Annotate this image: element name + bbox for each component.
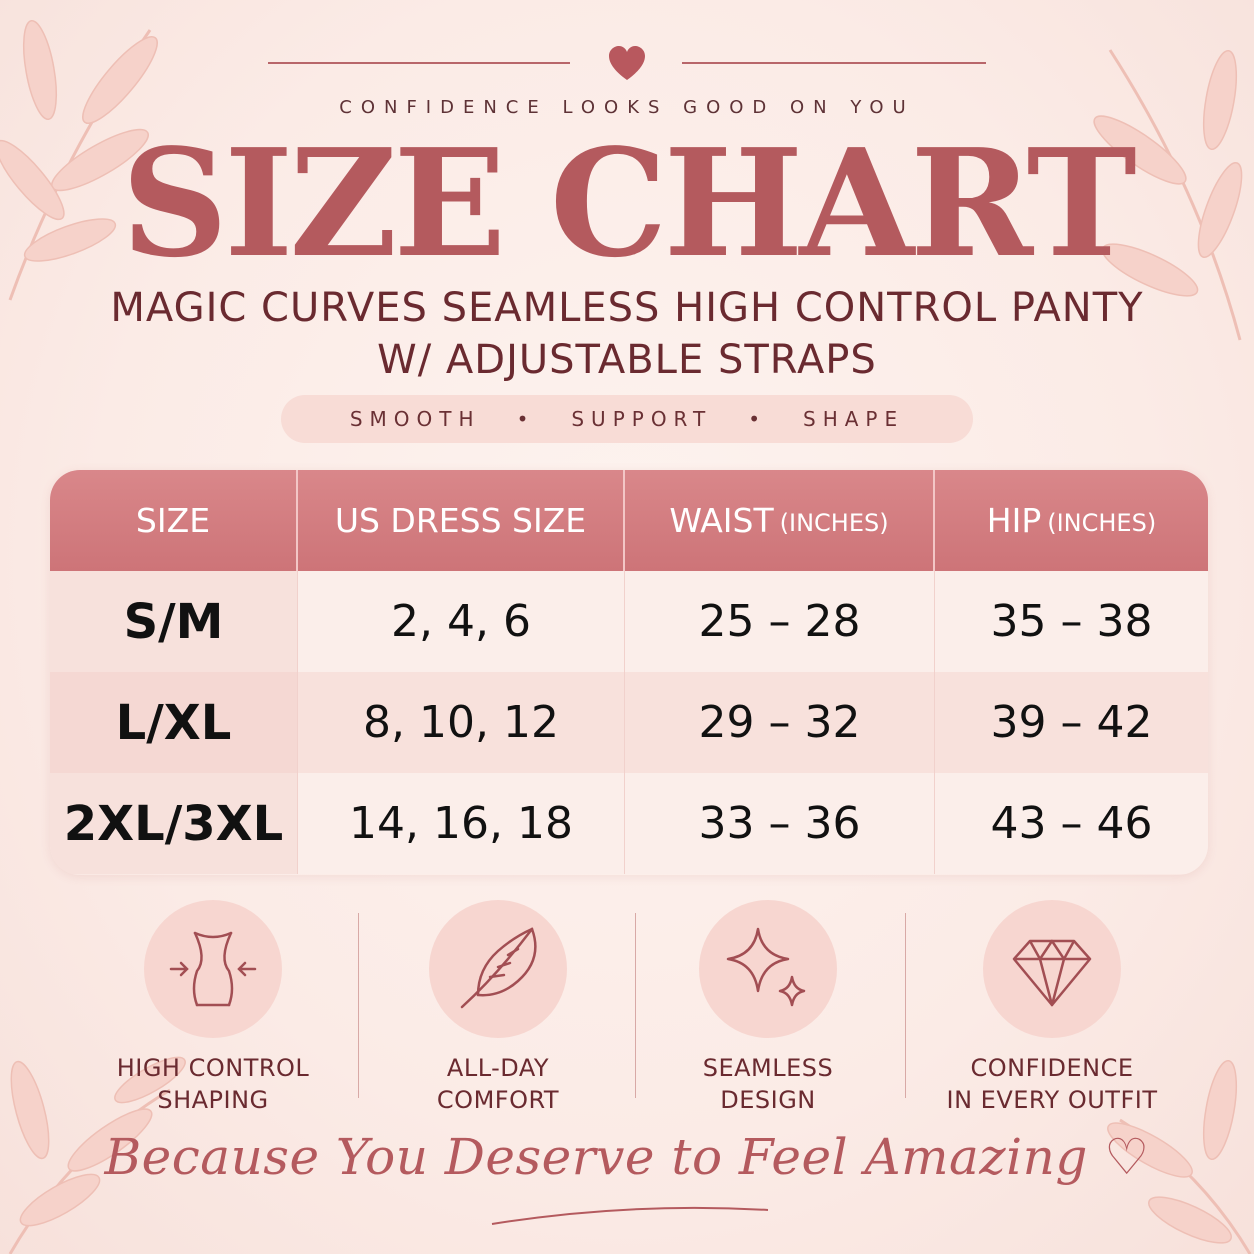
feature-confidence: CONFIDENCE IN EVERY OUTFIT [914,900,1190,1116]
leaf-bottom-left-icon [8,1056,186,1254]
footer-script: Because You Deserve to Feel Amazing ♡ [104,1128,1150,1186]
pill-item-shape: SHAPE [803,407,905,431]
table-row: S/M 2, 4, 6 25 – 28 35 – 38 [50,571,1208,672]
size-cell: 2XL/3XL [50,773,298,874]
waist-cell: 33 – 36 [625,773,935,874]
hip-cell: 35 – 38 [990,596,1153,647]
header-waist: WAIST (INCHES) [625,470,935,571]
product-name-line2: W/ ADJUSTABLE STRAPS [377,337,877,383]
hip-cell: 39 – 42 [990,697,1153,748]
leaf-top-left-icon [0,19,158,301]
size-table: SIZE US DRESS SIZE WAIST (INCHES) HIP (INC… [50,470,1208,875]
hip-cell: 43 – 46 [990,798,1153,849]
feature-label: HIGH CONTROL [116,1054,310,1082]
product-name-line1: MAGIC CURVES SEAMLESS HIGH CONTROL PANTY [110,285,1144,331]
table-row: L/XL 8, 10, 12 29 – 32 39 – 42 [50,672,1208,773]
pill-item-smooth: SMOOTH [349,407,481,431]
top-divider-left [268,62,570,64]
feature-label: ALL-DAY [446,1054,550,1082]
diamond-icon [1012,939,1092,1007]
feature-label: IN EVERY OUTFIT [946,1086,1158,1114]
feature-high-control: HIGH CONTROL SHAPING [75,900,351,1116]
header-hip: HIP (INCHES) [986,501,1157,540]
feature-label: DESIGN [720,1086,816,1114]
feature-divider [358,913,359,1098]
benefits-pill: SMOOTH • SUPPORT • SHAPE [281,395,973,443]
pill-separator: • [516,407,536,431]
leaf-bottom-right-icon [1107,1059,1252,1254]
sparkle-icon [726,927,806,1007]
header-size: SIZE [50,470,298,571]
feature-label: SEAMLESS [702,1054,834,1082]
pill-separator: • [748,407,768,431]
dress-size-cell: 2, 4, 6 [298,571,625,672]
feather-icon [460,927,537,1009]
feature-divider [635,913,636,1098]
leaf-top-right-icon [1093,49,1243,341]
top-divider-right [682,62,986,64]
footer-swash [491,1206,769,1225]
tagline: CONFIDENCE LOOKS GOOD ON YOU [339,97,915,118]
feature-label: SHAPING [157,1086,269,1114]
feature-all-day-comfort: ALL-DAY COMFORT [360,900,636,1116]
table-header-row: SIZE US DRESS SIZE WAIST (INCHES) HIP (INC… [50,470,1208,571]
feature-seamless-design: SEAMLESS DESIGN [630,900,906,1116]
waist-cell: 29 – 32 [625,672,935,773]
feature-divider [905,913,906,1098]
dress-size-cell: 14, 16, 18 [298,773,625,874]
page-title: SIZE CHART [121,116,1136,290]
dress-size-cell: 8, 10, 12 [298,672,625,773]
table-row: 2XL/3XL 14, 16, 18 33 – 36 43 – 46 [50,773,1208,874]
size-cell: L/XL [50,672,298,773]
size-cell: S/M [50,571,298,672]
waist-shaping-icon [169,931,257,1007]
heart-icon [609,46,645,80]
header-us-dress-size: US DRESS SIZE [298,470,625,571]
waist-cell: 25 – 28 [625,571,935,672]
feature-label: CONFIDENCE [970,1054,1134,1082]
product-name: MAGIC CURVES SEAMLESS HIGH CONTROL PANTY… [0,282,1254,386]
pill-item-support: SUPPORT [571,407,713,431]
feature-label: COMFORT [436,1086,560,1114]
